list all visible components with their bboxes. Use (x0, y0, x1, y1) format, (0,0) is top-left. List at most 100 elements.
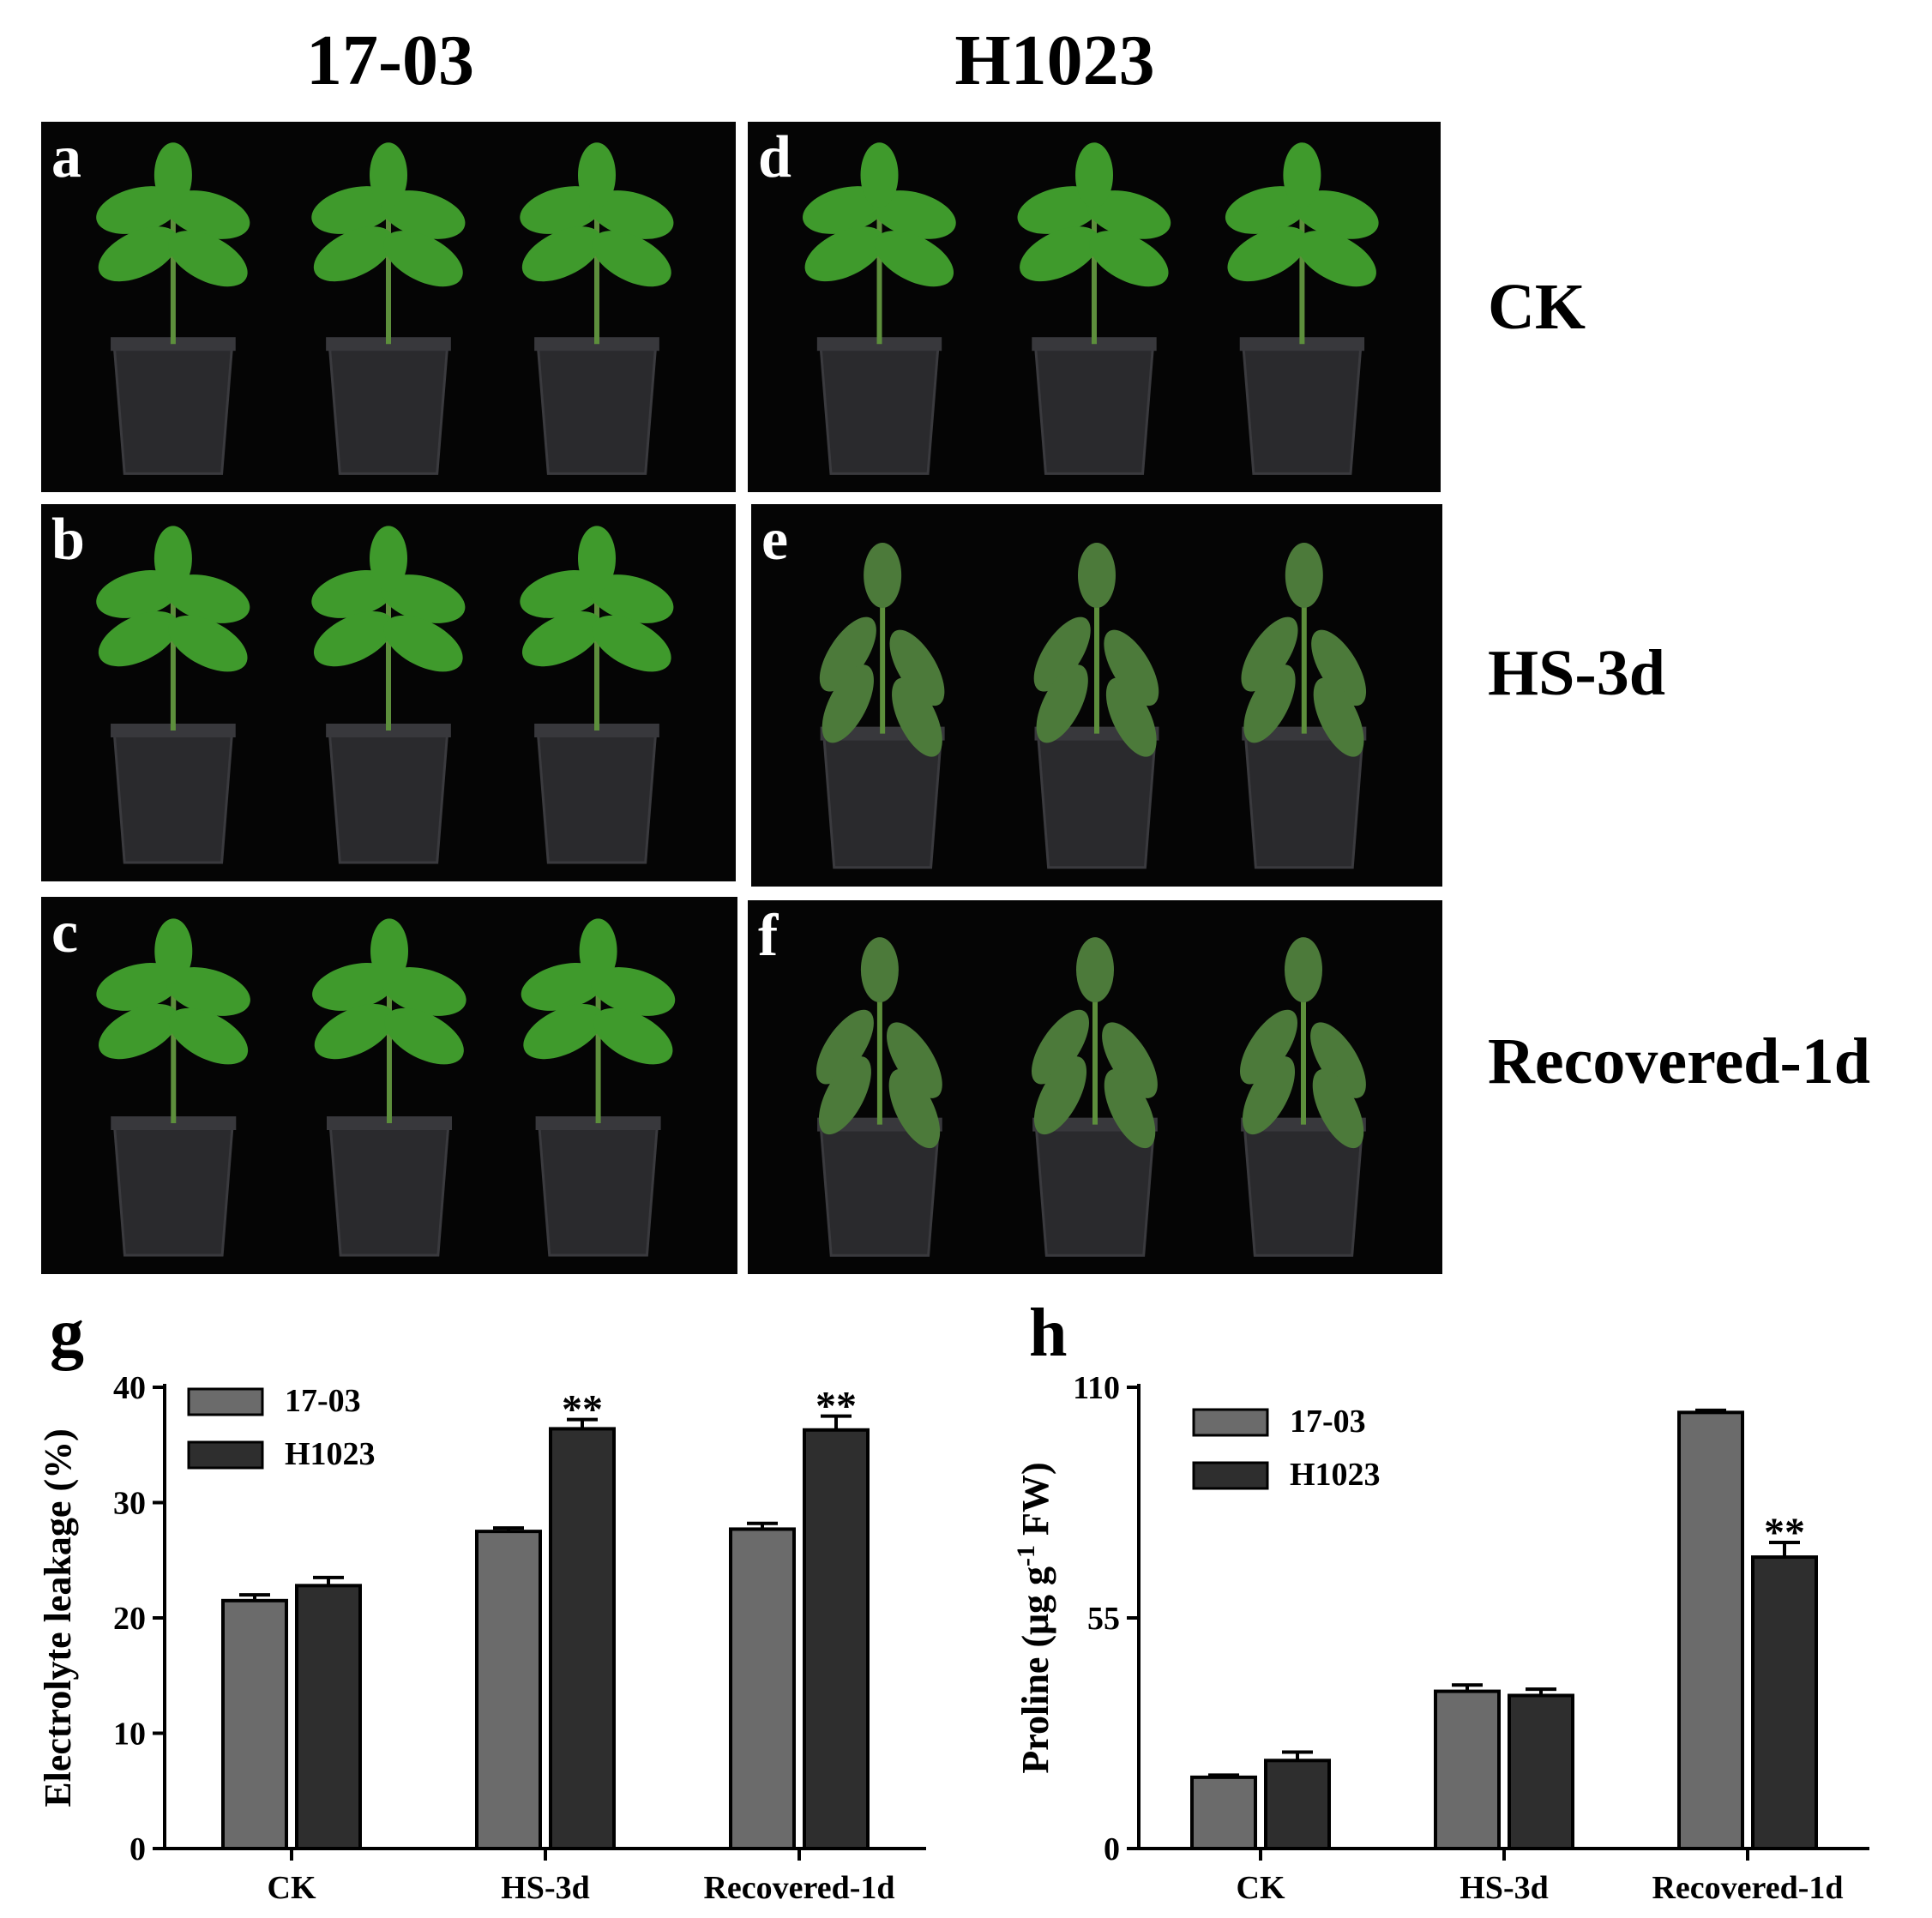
plant (96, 526, 250, 864)
leaf (589, 190, 674, 239)
plant (96, 918, 250, 1257)
leaf (818, 1056, 871, 1135)
row-header-ck: CK (1488, 271, 1586, 343)
leaf (1283, 142, 1321, 208)
pot (536, 342, 658, 475)
leaf (804, 226, 885, 282)
leaf (311, 186, 396, 234)
legend-label: H1023 (285, 1436, 376, 1472)
column-header-17-03: 17-03 (306, 21, 474, 100)
x-tick-label: HS-3d (501, 1870, 589, 1906)
photo-panel-e: e (751, 504, 1442, 887)
leaf (521, 610, 603, 667)
plant-photo (96, 918, 676, 1257)
leaf (592, 615, 671, 672)
pot (1033, 342, 1155, 475)
leaf (523, 1003, 604, 1060)
leaf (592, 231, 671, 287)
x-tick-label: CK (1237, 1870, 1285, 1906)
plant (1017, 142, 1171, 475)
y-tick-label: 0 (129, 1831, 146, 1867)
plant (1031, 937, 1158, 1257)
legend-label: 17-03 (1290, 1404, 1366, 1440)
bar (1434, 1689, 1501, 1850)
leaf (1076, 937, 1114, 1003)
y-axis-label: Proline (μg g-1 FW) (1012, 1462, 1057, 1773)
leaf (1033, 616, 1091, 692)
panel-label-h: h (1029, 1296, 1068, 1371)
leaf (168, 615, 248, 672)
panel-label-g: g (50, 1296, 84, 1371)
pot (537, 1121, 659, 1257)
leaf (1036, 664, 1088, 743)
leaf (312, 963, 397, 1011)
pot (1242, 342, 1363, 475)
panel-label-a: a (51, 124, 81, 190)
plant (520, 142, 674, 475)
leaf (384, 1007, 464, 1065)
leaf (1297, 231, 1376, 287)
significance-marker: ** (562, 1387, 603, 1433)
x-tick-label: Recovered-1d (703, 1870, 894, 1906)
leaf (313, 610, 394, 667)
leaf (874, 231, 954, 287)
bar (1264, 1759, 1331, 1851)
y-tick-label: 0 (1104, 1831, 1120, 1867)
plant (1241, 542, 1367, 869)
plant (312, 918, 466, 1257)
leaf (168, 1007, 249, 1065)
photo-panel-f: f (748, 900, 1442, 1274)
leaf (1105, 677, 1157, 757)
plant-photo (96, 526, 674, 864)
y-tick-label: 40 (113, 1370, 146, 1406)
bar (1751, 1555, 1818, 1850)
leaf (520, 570, 605, 618)
bar (729, 1527, 796, 1850)
plant (1239, 937, 1366, 1257)
leaf (98, 610, 178, 667)
row-header-recovered-1d: Recovered-1d (1488, 1025, 1871, 1097)
leaf (892, 677, 942, 757)
y-tick-label: 10 (113, 1717, 146, 1753)
leaf (889, 629, 945, 706)
leaf (1239, 1009, 1298, 1085)
bar (295, 1584, 362, 1850)
panel-label-b: b (51, 507, 85, 573)
leaf (153, 142, 192, 208)
leaf (1313, 677, 1364, 757)
plant-photo (816, 937, 1366, 1257)
pot (328, 342, 449, 475)
plant-photo (96, 142, 674, 475)
leaf (166, 967, 250, 1016)
panel-label-f: f (758, 903, 779, 969)
leaf (370, 526, 407, 592)
leaf (1017, 186, 1102, 234)
panel-label-e: e (761, 507, 789, 573)
leaf (816, 1009, 874, 1085)
leaf (589, 574, 674, 623)
leaf (822, 664, 874, 743)
photo-panel-a: a (41, 122, 736, 492)
leaf (1033, 1056, 1087, 1135)
leaf (1312, 1069, 1364, 1149)
panel-label-d: d (758, 124, 791, 190)
leaf (888, 1069, 941, 1149)
plant (520, 526, 674, 864)
leaf (383, 615, 463, 672)
plant (521, 918, 676, 1257)
plant (819, 542, 945, 869)
plant (1225, 142, 1379, 475)
legend-swatch (187, 1387, 264, 1416)
plant-photo (803, 142, 1379, 475)
leaf (1242, 1056, 1296, 1135)
leaf (521, 963, 606, 1011)
plant (311, 526, 466, 864)
leaf (579, 918, 617, 984)
legend-swatch (187, 1440, 264, 1470)
leaf (370, 918, 408, 984)
leaf (166, 574, 250, 623)
column-header-h1023: H1023 (954, 21, 1155, 100)
photo-panel-c: c (41, 897, 737, 1274)
leaf (1104, 1069, 1156, 1149)
y-axis-label: Electrolyte leakage (%) (37, 1428, 79, 1807)
